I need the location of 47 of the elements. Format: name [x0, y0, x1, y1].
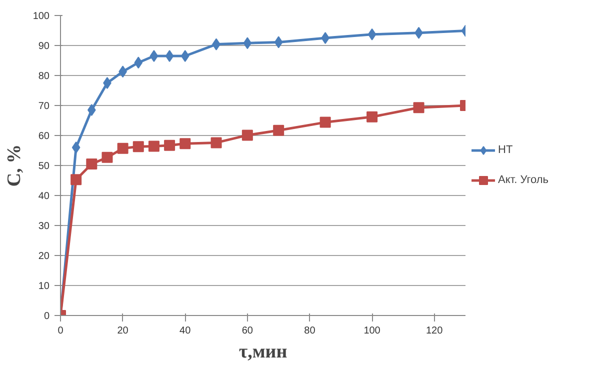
y-tick-label: 70 — [38, 101, 50, 112]
point — [165, 50, 174, 62]
y-tick-label: 100 — [32, 11, 50, 22]
x-tick-label: 100 — [364, 326, 381, 336]
y-tick-label: 60 — [38, 131, 50, 142]
point — [413, 102, 424, 114]
legend-label: Акт. Уголь — [498, 174, 548, 186]
y-axis-title: С, % — [4, 144, 25, 187]
x-tick-label: 40 — [180, 326, 192, 336]
point — [180, 138, 191, 150]
point — [366, 111, 378, 122]
point — [243, 37, 252, 50]
legend-label: НТ — [498, 144, 513, 156]
point — [102, 152, 113, 163]
point — [134, 56, 143, 69]
point — [132, 141, 144, 152]
point — [103, 77, 112, 89]
x-tick-label: 0 — [58, 326, 64, 336]
point — [210, 137, 222, 148]
y-tick-label: 20 — [38, 251, 50, 262]
x-tick-label: 60 — [242, 326, 254, 336]
y-tick-label: 80 — [38, 71, 50, 82]
y-tick-label: 50 — [38, 161, 50, 172]
point — [72, 142, 80, 154]
point — [180, 50, 190, 62]
point — [242, 130, 253, 141]
point — [273, 124, 284, 136]
x-tick-label: 120 — [426, 326, 444, 336]
point — [321, 32, 330, 44]
y-tick-label: 30 — [38, 221, 50, 232]
point — [148, 140, 160, 152]
x-tick-label: 20 — [117, 326, 129, 336]
point — [87, 104, 96, 116]
y-tick-label: 90 — [38, 41, 50, 52]
point — [86, 158, 98, 170]
point — [320, 116, 331, 128]
point — [274, 36, 283, 48]
y-tick-label: 40 — [38, 191, 50, 202]
x-axis-title: τ,мин — [238, 342, 288, 362]
point — [150, 50, 158, 62]
point — [164, 140, 176, 151]
point — [70, 174, 82, 186]
point — [117, 142, 128, 154]
point — [368, 28, 376, 40]
y-tick-label: 10 — [38, 281, 50, 292]
y-tick-label: 0 — [44, 311, 50, 322]
x-tick-label: 80 — [304, 326, 316, 336]
